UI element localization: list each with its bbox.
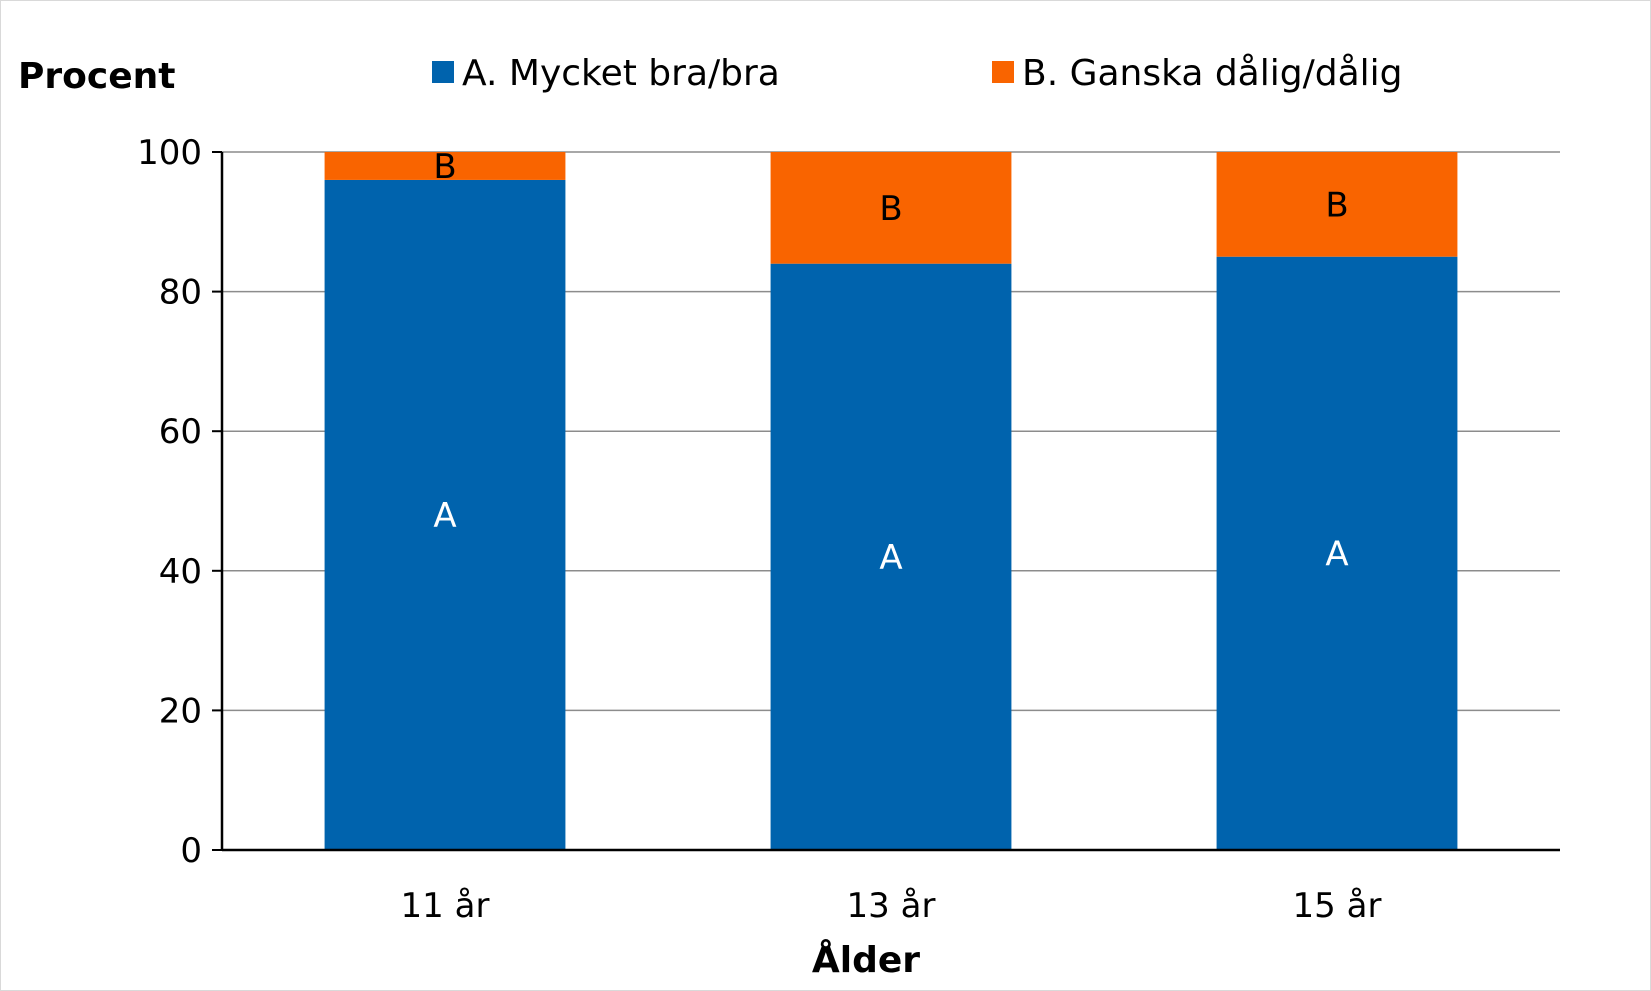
axes: 0 20 40 60 80 100 11 år 13 år 15 år [137, 133, 1560, 926]
y-tick-label: 40 [159, 552, 202, 592]
data-label: A [433, 496, 456, 536]
legend-swatch [432, 61, 454, 83]
y-tick-label: 20 [159, 691, 202, 731]
bar-segment [324, 179, 566, 851]
bar-segment [770, 152, 1012, 264]
y-tick-label: 80 [159, 273, 202, 313]
y-tick-label: 60 [159, 412, 202, 452]
bar-segment [770, 263, 1012, 850]
data-label: B [1325, 185, 1348, 225]
x-axis-title: Ålder [812, 939, 920, 981]
data-label: A [879, 538, 902, 578]
x-tick-label: 11 år [401, 886, 490, 926]
legend-swatch [992, 61, 1014, 83]
legend-label: B. Ganska dålig/dålig [1022, 53, 1403, 94]
bar-segment [1216, 152, 1458, 257]
x-tick-label: 13 år [847, 886, 936, 926]
bar-segment [1216, 256, 1458, 850]
bars: A B A B A B [324, 147, 1458, 851]
data-label: B [879, 189, 902, 229]
data-label: A [1325, 534, 1348, 574]
y-tick-label: 100 [137, 133, 202, 173]
x-tick-label: 15 år [1293, 886, 1382, 926]
bar-segment [324, 152, 566, 180]
data-label: B [433, 147, 456, 187]
y-axis-title: Procent [18, 56, 175, 97]
y-tick-label: 0 [180, 831, 202, 871]
legend: A. Mycket bra/bra B. Ganska dålig/dålig [432, 53, 1403, 94]
legend-label: A. Mycket bra/bra [462, 53, 780, 94]
